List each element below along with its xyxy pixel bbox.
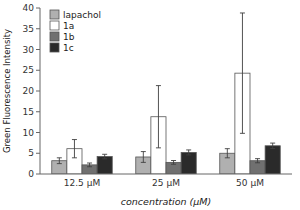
chart-svg: 0 5 10 15 20 25 30 35 40 12.5 μM 25 μM 50 μM concent… — [0, 0, 300, 210]
y-tick-label: 20 — [23, 86, 35, 96]
y-tick — [36, 49, 40, 50]
y-tick-label: 30 — [23, 45, 35, 55]
x-axis-label: concentration (μM) — [121, 196, 211, 207]
bars — [52, 13, 280, 174]
legend-swatch — [50, 43, 59, 52]
error-bar — [171, 161, 176, 165]
y-tick — [36, 174, 40, 175]
legend-label: 1c — [63, 43, 74, 53]
y-tick — [36, 28, 40, 29]
y-tick — [36, 132, 40, 133]
y-tick-label: 10 — [23, 128, 35, 138]
error-bar — [57, 158, 62, 164]
error-bar — [87, 163, 92, 167]
legend-swatch — [50, 21, 59, 30]
x-tick-label: 12.5 μM — [64, 178, 100, 188]
error-bar — [141, 152, 146, 163]
y-tick-label: 5 — [28, 148, 34, 158]
y-tick-label: 15 — [23, 107, 34, 117]
y-tick-label: 35 — [23, 24, 34, 34]
error-bar — [72, 140, 77, 158]
y-tick — [36, 153, 40, 154]
y-tick-label: 0 — [28, 169, 34, 179]
y-axis-label: Green Fluorescence Intensity — [2, 29, 12, 153]
error-bar — [156, 86, 161, 148]
y-axis-line — [40, 8, 41, 174]
legend-label: 1a — [63, 21, 74, 31]
chart-container: 0 5 10 15 20 25 30 35 40 12.5 μM 25 μM 50 μM concent… — [0, 0, 300, 210]
error-bar — [102, 154, 107, 159]
x-tick-label: 25 μM — [152, 178, 180, 188]
y-tick — [36, 70, 40, 71]
error-bar — [270, 143, 275, 148]
legend-label: lapachol — [63, 10, 101, 20]
x-axis-line — [40, 174, 292, 175]
legend-swatch — [50, 10, 59, 19]
legend-label: 1b — [63, 32, 75, 42]
error-bar — [186, 150, 191, 155]
error-bar — [240, 13, 245, 133]
x-tick-label: 50 μM — [236, 178, 264, 188]
legend: lapachol1a1b1c — [50, 10, 101, 53]
y-tick — [36, 111, 40, 112]
error-bar — [225, 149, 230, 158]
y-tick — [36, 91, 40, 92]
error-bar — [255, 159, 260, 163]
y-tick-label: 25 — [23, 65, 34, 75]
bar — [265, 146, 280, 174]
y-tick-label: 40 — [23, 3, 35, 13]
legend-swatch — [50, 32, 59, 41]
y-tick — [36, 8, 40, 9]
bar — [181, 152, 196, 174]
